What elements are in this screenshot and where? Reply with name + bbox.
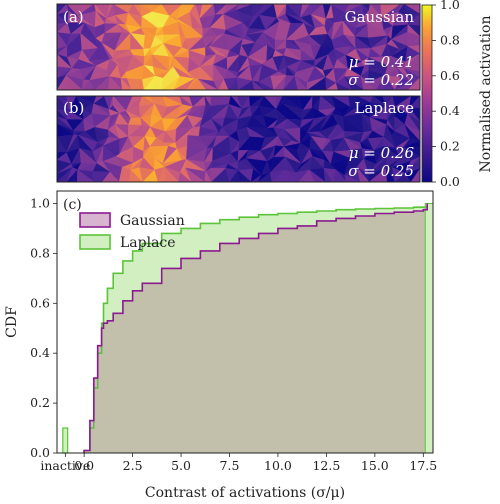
y-tick-label: 0.8 — [30, 245, 50, 260]
y-tick-label: 0.6 — [30, 295, 50, 310]
colorbar-tick-label: 0.4 — [440, 103, 460, 118]
x-tick-label: 5.0 — [171, 458, 191, 473]
area-overlap — [84, 203, 428, 453]
panel-label-c: (c) — [63, 197, 82, 213]
std-gaussian: σ = 0.22 — [348, 71, 414, 89]
line-gaussian — [83, 203, 428, 453]
x-tick-label: inactive — [40, 458, 90, 473]
plot-frame — [56, 190, 434, 454]
y-tick-label: 0.4 — [30, 345, 50, 360]
x-tick-label: 15.0 — [361, 458, 389, 473]
y-tick-label: 1.0 — [30, 195, 50, 210]
mean-gaussian: μ = 0.41 — [349, 53, 414, 71]
y-tick-label: 0.2 — [30, 395, 50, 410]
colorbar: 0.0 0.2 0.4 0.6 0.8 1.0 Normalised activation — [421, 0, 494, 189]
x-tick-label: 2.5 — [123, 458, 143, 473]
colorbar-tick-label: 1.0 — [440, 0, 460, 12]
map-laplace: (b) Laplace μ = 0.26 σ = 0.25 — [56, 95, 421, 183]
panel-label-a: (a) — [63, 8, 84, 26]
legend-label-laplace: Laplace — [120, 235, 176, 251]
map-gaussian: (a) Gaussian μ = 0.41 σ = 0.22 — [56, 3, 421, 91]
activation-mesh-gaussian — [57, 4, 420, 90]
inactive-bar — [62, 427, 69, 454]
colorbar-tick-label: 0.8 — [440, 32, 460, 47]
colorbar-gradient — [421, 4, 433, 183]
y-axis-label: CDF — [4, 306, 20, 338]
colorbar-tick-label: 0.6 — [440, 68, 460, 83]
end-bar — [424, 202, 434, 454]
x-tick-label: 7.5 — [220, 458, 240, 473]
map-title-gaussian: Gaussian — [345, 8, 415, 26]
x-tick-label: 17.5 — [409, 458, 437, 473]
std-laplace: σ = 0.25 — [348, 162, 414, 180]
x-tick-label: 12.5 — [312, 458, 340, 473]
colorbar-tick-label: 0.0 — [440, 174, 460, 189]
legend-swatch-gaussian — [79, 212, 111, 228]
x-tick-label: 0.0 — [74, 458, 94, 473]
legend: Gaussian Laplace — [79, 212, 185, 251]
panel-label-b: (b) — [63, 99, 84, 117]
x-tick-label: 10.0 — [264, 458, 292, 473]
legend-swatch-laplace — [79, 234, 111, 250]
colorbar-label: Normalised activation — [478, 16, 494, 173]
y-tick-label: 0.0 — [30, 445, 50, 460]
colorbar-tick-label: 0.2 — [440, 139, 460, 154]
activation-mesh-laplace — [57, 96, 420, 182]
map-title-laplace: Laplace — [354, 99, 414, 117]
x-axis-label: Contrast of activations (σ/μ) — [145, 485, 345, 501]
mean-laplace: μ = 0.26 — [349, 144, 415, 162]
legend-label-gaussian: Gaussian — [120, 213, 185, 229]
